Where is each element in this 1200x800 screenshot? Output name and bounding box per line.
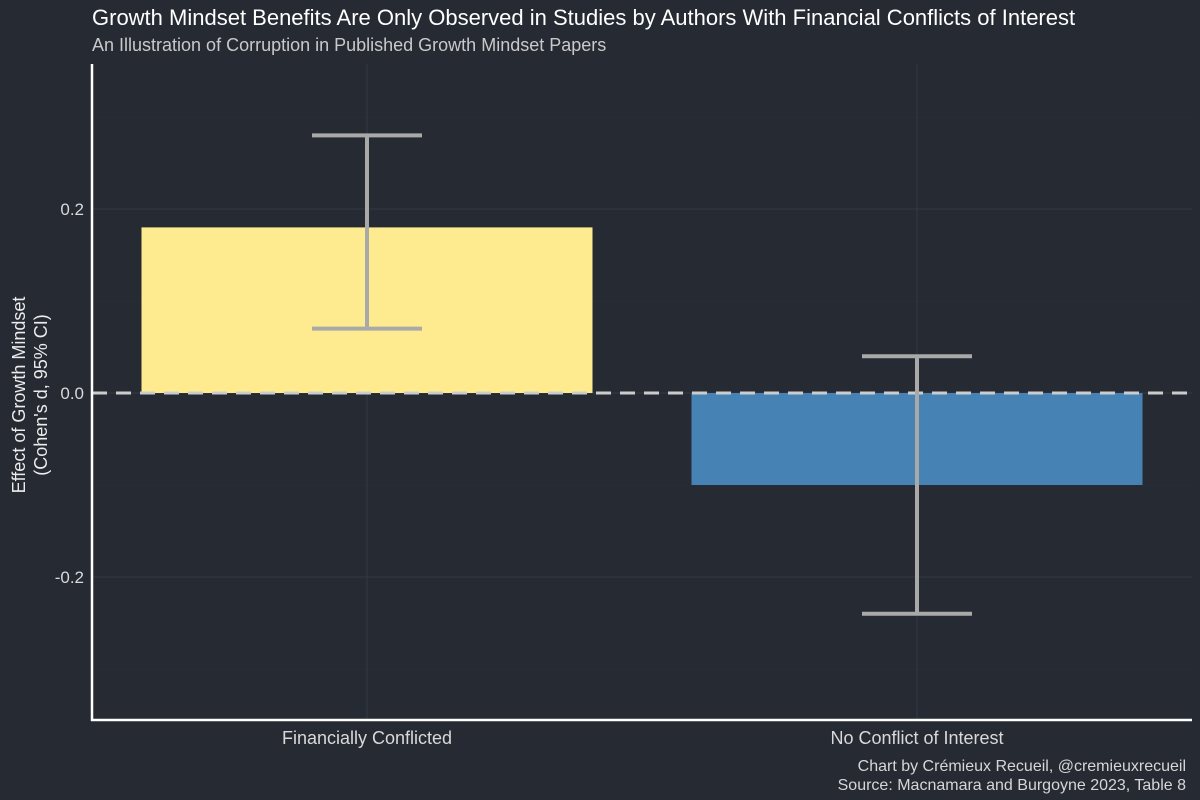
chart-subtitle: An Illustration of Corruption in Publish… bbox=[92, 35, 607, 55]
x-tick-label: Financially Conflicted bbox=[282, 728, 452, 748]
axes bbox=[90, 64, 1192, 722]
bars bbox=[141, 227, 1143, 485]
error-bar bbox=[862, 354, 972, 616]
tick-labels: -0.2 0.0 0.2 Financially Conflicted No Confl… bbox=[55, 200, 1004, 748]
y-axis-label-line2: (Cohen's d, 95% CI) bbox=[31, 314, 51, 476]
y-tick-label: 0.0 bbox=[60, 384, 84, 403]
chart-title: Growth Mindset Benefits Are Only Observe… bbox=[92, 5, 1076, 30]
credit-author: Chart by Crémieux Recueil, @cremieuxrecu… bbox=[857, 758, 1186, 775]
credit-source: Source: Macnamara and Burgoyne 2023, Tab… bbox=[837, 777, 1186, 794]
chart-credit: Chart by Crémieux Recueil, @cremieuxrecu… bbox=[838, 757, 1186, 795]
y-axis-label-line1: Effect of Growth Mindset bbox=[9, 297, 29, 494]
y-tick-label: 0.2 bbox=[60, 200, 84, 219]
y-tick-label: -0.2 bbox=[55, 568, 84, 587]
error-bars bbox=[312, 133, 972, 616]
y-axis-label: Effect of Growth Mindset (Cohen's d, 95%… bbox=[9, 297, 51, 494]
x-tick-label: No Conflict of Interest bbox=[830, 728, 1003, 748]
error-bar bbox=[312, 133, 422, 331]
